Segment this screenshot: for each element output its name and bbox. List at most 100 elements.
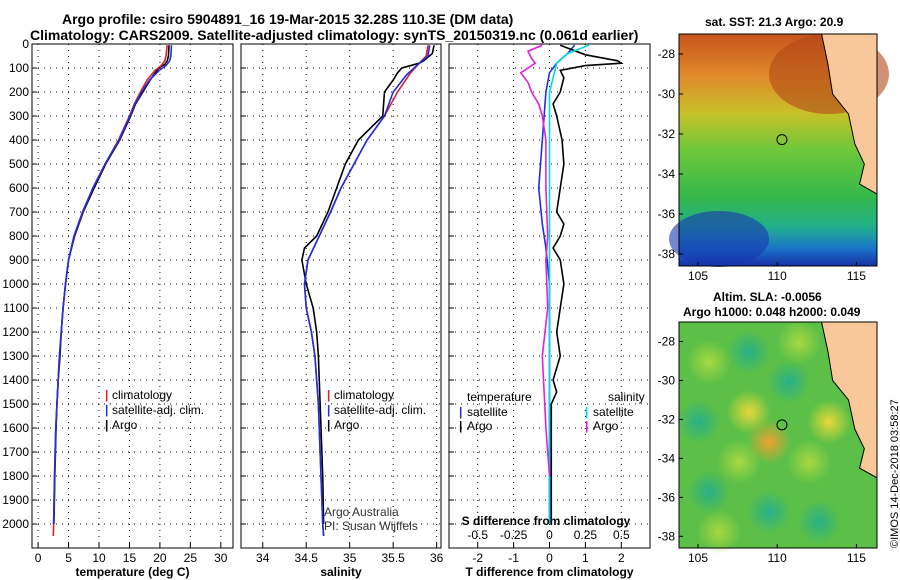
y-tick-label: 100: [9, 61, 29, 75]
sla-anomaly: [807, 400, 851, 444]
x-tick-label: 10: [92, 551, 106, 565]
legend-label: Argo: [334, 418, 360, 432]
x-tick-label: 2: [618, 551, 625, 565]
y-tick-label: 1200: [2, 325, 29, 339]
legend-label: Argo: [112, 418, 138, 432]
map-x-tick-label: 115: [847, 269, 866, 283]
y-tick-label: 0: [22, 37, 29, 51]
map-x-tick-label: 115: [847, 551, 866, 565]
legend-label: climatology: [112, 388, 172, 402]
map-y-tick-label: -28: [658, 47, 676, 61]
temperature-profile-panel: 0100200300400500600700800900100011001200…: [2, 37, 234, 579]
y-tick-label: 300: [9, 109, 29, 123]
map-x-tick-label: 110: [768, 269, 787, 283]
x-tick-label: 20: [153, 551, 167, 565]
difference-from-climatology-xlabel: T difference from climatology: [465, 565, 633, 579]
secondary-x-tick-label: -0.5: [467, 528, 488, 542]
legend-label: satellite: [593, 405, 634, 419]
x-tick-label: 15: [123, 551, 137, 565]
annotation-line2: PI: Susan Wijffels: [324, 519, 418, 533]
credit-text: ©IMOS 14-Dec-2018 03:58:27: [889, 399, 900, 548]
y-tick-label: 1600: [2, 421, 29, 435]
map-y-tick-label: -32: [658, 412, 676, 426]
x-tick-label: 36: [430, 551, 444, 565]
temperature-profile-frame: [31, 43, 234, 549]
legend-swatch: |: [327, 388, 330, 402]
y-tick-label: 1100: [3, 301, 29, 315]
secondary-xlabel: S difference from climatology: [462, 514, 631, 528]
legend-swatch: |: [327, 403, 330, 417]
sla-anomaly: [777, 320, 821, 364]
y-tick-label: 1900: [2, 493, 29, 507]
map-y-tick-label: -34: [658, 451, 676, 465]
argo-location-marker: [776, 419, 788, 431]
legend-label: satellite-adj. clim.: [334, 403, 426, 417]
secondary-x-tick-label: 0: [546, 528, 553, 542]
x-tick-label: 35.5: [381, 551, 405, 565]
legend-swatch: |: [585, 419, 588, 433]
sla-anomaly: [747, 490, 791, 534]
legend-heading-temperature: temperature: [467, 390, 532, 404]
figure-title-line2: Climatology: CARS2009. Satellite-adjuste…: [30, 27, 639, 43]
map-x-tick-label: 105: [688, 551, 708, 565]
legend-swatch: |: [105, 403, 108, 417]
legend-label: satellite: [467, 405, 508, 419]
map-y-tick-label: -34: [658, 167, 676, 181]
y-tick-label: 2000: [2, 517, 29, 531]
map-y-tick-label: -38: [658, 247, 676, 261]
map-y-tick-label: -38: [658, 529, 676, 543]
series-satellite-adj-clim-: [52, 45, 173, 525]
difference-from-climatology-panel: -2 -1 0 1 2T difference from climatology temp…: [448, 43, 651, 579]
y-tick-label: 900: [9, 253, 29, 267]
legend-swatch: |: [327, 418, 330, 432]
map-y-tick-label: -32: [658, 127, 676, 141]
legend-swatch: |: [105, 418, 108, 432]
annotation-line1: Argo Australia: [324, 505, 399, 519]
x-tick-label: 1: [582, 551, 589, 565]
series-t-argo: [550, 44, 624, 524]
series-argo: [301, 45, 435, 525]
salinity-profile-frame: [240, 43, 442, 549]
x-tick-label: 0: [546, 551, 553, 565]
map-y-tick-label: -28: [658, 334, 676, 348]
secondary-x-tick-label: -0.25: [500, 528, 528, 542]
y-tick-label: 1800: [2, 469, 29, 483]
x-tick-label: 25: [184, 551, 198, 565]
sst-map-title: sat. SST: 21.3 Argo: 20.9: [705, 15, 844, 29]
x-tick-label: -2: [472, 551, 483, 565]
sla-anomaly: [797, 500, 841, 544]
legend-swatch: |: [105, 388, 108, 402]
salinity-profile-panel: 34 34.5 35 35.5 36 salinity | climatology | satel…: [240, 43, 444, 579]
y-tick-label: 1700: [2, 445, 29, 459]
secondary-x-tick-label: 0.5: [613, 528, 630, 542]
x-tick-label: 0: [35, 551, 42, 565]
argo-location-marker: [776, 134, 788, 146]
sla-anomaly: [747, 420, 791, 464]
legend-swatch: |: [459, 405, 462, 419]
sla-anomaly: [677, 400, 721, 444]
x-tick-label: -1: [508, 551, 519, 565]
sst-map-frame: [678, 33, 878, 267]
sla-map-title: Altim. SLA: -0.0056: [713, 290, 822, 304]
sla-anomaly: [727, 330, 771, 374]
sla-map-subtitle: Argo h1000: 0.048 h2000: 0.049: [683, 305, 861, 319]
x-tick-label: 30: [214, 551, 228, 565]
sla-anomaly: [697, 510, 741, 554]
legend-swatch: |: [459, 419, 462, 433]
sla-anomaly: [767, 360, 811, 404]
y-tick-label: 600: [9, 181, 29, 195]
y-tick-label: 200: [9, 85, 29, 99]
map-x-tick-label: 110: [768, 551, 787, 565]
x-tick-label: 34.5: [295, 551, 319, 565]
map-y-tick-label: -36: [658, 490, 676, 504]
y-tick-label: 400: [9, 133, 29, 147]
salinity-profile-xlabel: salinity: [320, 565, 362, 579]
y-tick-label: 800: [9, 229, 29, 243]
y-tick-label: 700: [9, 205, 29, 219]
y-tick-label: 1400: [2, 373, 29, 387]
figure-title-line1: Argo profile: csiro 5904891_16 19-Mar-20…: [62, 11, 514, 27]
x-tick-label: 35: [343, 551, 357, 565]
y-tick-label: 1000: [2, 277, 29, 291]
sst-map: -28 -30 -32 -34 -36 -38 105 110 115: [658, 33, 889, 283]
